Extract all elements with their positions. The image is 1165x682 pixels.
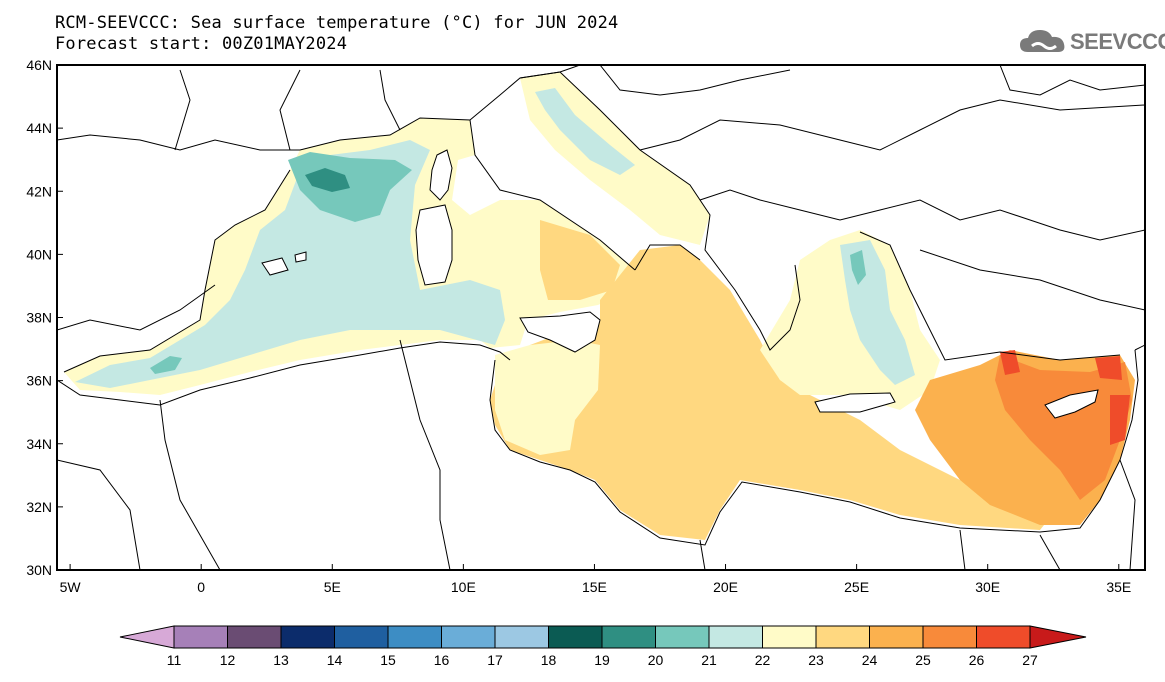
colorbar-swatch — [655, 625, 710, 649]
colorbar-swatch — [708, 625, 763, 649]
colorbar-swatch — [815, 625, 870, 649]
lon-label: 30E — [975, 579, 1000, 595]
lat-label: 34N — [26, 436, 52, 452]
colorbar-label: 26 — [969, 652, 985, 668]
lat-label: 36N — [26, 373, 52, 389]
longitude-axis: 5W 0 5E 10E 15E 20E 25E 30E 35E — [60, 564, 1131, 595]
lat-label: 46N — [26, 57, 52, 73]
map-area — [57, 65, 1145, 570]
colorbar-swatch — [869, 625, 924, 649]
lat-label: 30N — [26, 562, 52, 578]
sea-levantine-hot — [1000, 350, 1130, 445]
sea-western-cyan — [75, 140, 505, 388]
colorbar-high-arrow — [1029, 625, 1087, 649]
lat-label: 32N — [26, 499, 52, 515]
sea-aegean-teal — [850, 250, 866, 285]
colorbar-label: 12 — [220, 652, 236, 668]
lon-label: 15E — [582, 579, 607, 595]
colorbar-swatch — [601, 625, 656, 649]
colorbar-label: 23 — [808, 652, 824, 668]
colorbar-label: 11 — [167, 652, 182, 668]
sea-adriatic-cyan — [535, 88, 635, 175]
colorbar-label: 16 — [434, 652, 450, 668]
island-corsica — [429, 149, 453, 201]
colorbar-label: 14 — [327, 652, 343, 668]
lat-label: 44N — [26, 120, 52, 136]
colorbar-label: 24 — [862, 652, 878, 668]
lon-label: 10E — [451, 579, 476, 595]
lat-label: 42N — [26, 183, 52, 199]
sea-tyrrhenian-orange — [540, 220, 620, 300]
colorbar-label: 17 — [487, 652, 503, 668]
island-cyprus — [1044, 389, 1099, 419]
lat-label: 38N — [26, 310, 52, 326]
sea-central-orange — [490, 245, 1060, 540]
colorbar-label: 20 — [648, 652, 664, 668]
colorbar-label: 22 — [755, 652, 771, 668]
sea-gulf-of-lion-teal — [288, 152, 412, 222]
coastlines — [57, 65, 1145, 570]
seevccc-logo: SEEVCCC — [1018, 26, 1165, 60]
colorbar-label: 15 — [380, 652, 396, 668]
lon-label: 5E — [324, 579, 341, 595]
latitude-axis: 46N 44N 42N 40N 38N 36N 34N 32N 30N — [26, 57, 63, 578]
lon-label: 25E — [844, 579, 869, 595]
island-balearics — [261, 251, 307, 276]
lon-label: 5W — [60, 579, 82, 595]
colorbar-swatch — [976, 625, 1031, 649]
colorbar-label: 27 — [1022, 652, 1038, 668]
colorbar-low-arrow — [119, 625, 175, 649]
chart-title: RCM-SEEVCCC: Sea surface temperature (°C… — [55, 13, 619, 33]
colorbar-swatch — [334, 625, 389, 649]
colorbar: 11 12 13 14 15 16 17 18 19 20 21 22 23 24 25 26 27 — [119, 625, 1087, 668]
colorbar-swatch — [762, 625, 817, 649]
colorbar-swatch — [548, 625, 603, 649]
lon-label: 35E — [1106, 579, 1131, 595]
colorbar-label: 25 — [915, 652, 931, 668]
colorbar-swatch — [922, 625, 977, 649]
colorbar-swatch — [173, 625, 228, 649]
colorbar-swatch — [494, 625, 549, 649]
island-sardinia — [415, 204, 453, 286]
logo-text: SEEVCCC — [1070, 29, 1165, 54]
colorbar-swatch — [227, 625, 282, 649]
colorbar-swatch — [387, 625, 442, 649]
colorbar-label: 18 — [541, 652, 557, 668]
colorbar-swatch — [441, 625, 496, 649]
island-crete — [814, 392, 896, 413]
colorbar-label: 13 — [273, 652, 289, 668]
cloud-icon — [1020, 30, 1065, 52]
colorbar-label: 19 — [594, 652, 610, 668]
lon-label: 0 — [197, 579, 205, 595]
colorbar-label: 21 — [701, 652, 717, 668]
chart-subtitle: Forecast start: 00Z01MAY2024 — [55, 34, 348, 54]
sea-gulf-of-lion-dark — [305, 168, 350, 192]
sea-alboran-teal — [150, 356, 182, 374]
sea-central-yellow — [495, 340, 600, 455]
lat-label: 40N — [26, 246, 52, 262]
colorbar-swatch — [280, 625, 335, 649]
lon-label: 20E — [713, 579, 738, 595]
island-sicily — [519, 311, 601, 353]
